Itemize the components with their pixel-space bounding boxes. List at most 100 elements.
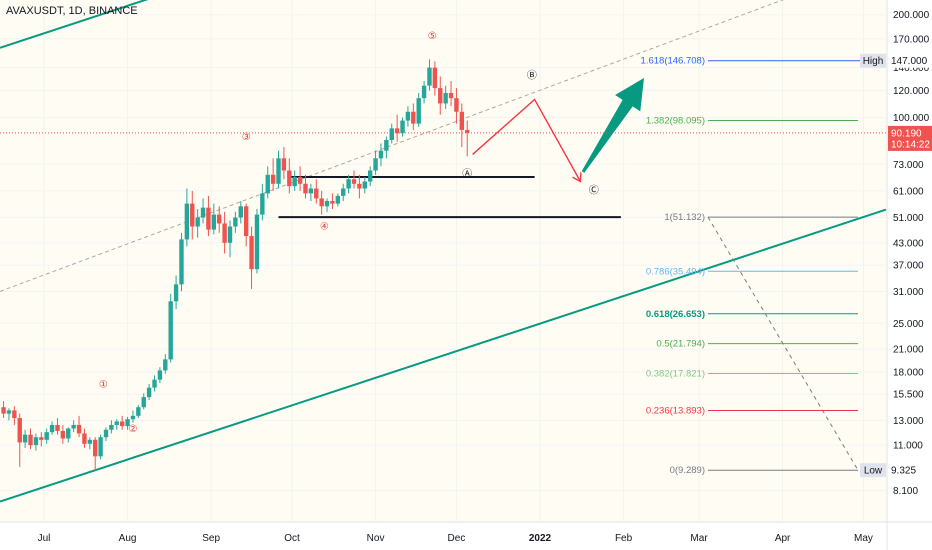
candle [114, 419, 119, 430]
candle [394, 114, 400, 142]
wave-labels: ① ② ③ ④ ⑤ Ⓐ Ⓑ Ⓒ [99, 31, 599, 435]
candle-body [190, 203, 195, 227]
axis-tag: Low 9.325 [860, 463, 932, 478]
candle [227, 220, 233, 258]
candle [119, 415, 125, 430]
candle [411, 103, 416, 130]
y-tick-label: 13.000 [893, 416, 924, 427]
x-tick-label: Apr [775, 533, 791, 544]
candle-body [405, 111, 411, 121]
candle [17, 413, 22, 467]
y-tick-label: 18.000 [893, 368, 924, 379]
candle [60, 424, 66, 444]
candle-body [12, 410, 17, 419]
candle [71, 420, 76, 433]
candle-body [55, 424, 60, 431]
projection-path [472, 98, 581, 181]
candle-body [60, 430, 66, 439]
y-tick-label: 73.000 [893, 160, 924, 171]
candle-body [454, 98, 459, 112]
fibonacci-levels: 1.618(146.708) 1.382(98.095) 1(51.132) 0.78… [0, 56, 887, 476]
candle [367, 166, 373, 187]
candle-body [270, 174, 276, 184]
candle-body [373, 158, 378, 171]
wave-label: ② [128, 424, 137, 435]
candle-body [233, 217, 238, 227]
candle [465, 120, 470, 157]
candle-body [179, 239, 184, 285]
candle-body [260, 193, 265, 215]
candle [6, 408, 12, 421]
candle-body [71, 424, 76, 429]
candle [179, 232, 184, 292]
chart-title: AVAXUSDT, 1D, BINANCE [6, 5, 138, 17]
candle-body [119, 421, 125, 427]
candle-body [217, 214, 222, 224]
candle-body [125, 419, 130, 427]
candle [141, 393, 146, 410]
wave-label: Ⓑ [527, 70, 537, 82]
candle [416, 93, 421, 127]
price-tag-value: 90.190 [891, 128, 922, 139]
candle-body [152, 379, 157, 388]
candle-body [98, 437, 103, 457]
y-tick-label: 21.000 [893, 345, 924, 356]
candle [136, 405, 141, 419]
candle-body [76, 424, 82, 434]
candle [125, 416, 130, 430]
candle [173, 275, 179, 310]
candle-body [416, 98, 421, 124]
candle [265, 166, 270, 199]
candle-body [292, 177, 297, 187]
fib-level-label: 0.618(26.653) [646, 309, 705, 320]
x-tick-label: Dec [448, 533, 466, 544]
candle-body [427, 67, 432, 86]
tag-label-box [860, 53, 886, 68]
candle [308, 183, 314, 201]
fib-level-label: 0.5(21.794) [656, 339, 705, 350]
candle-body [184, 203, 190, 240]
candle [281, 147, 287, 180]
wave-label: ① [99, 380, 108, 391]
candle [260, 183, 265, 221]
candle [351, 170, 357, 189]
candle [249, 226, 254, 289]
wave-label: ⑤ [428, 31, 437, 42]
candle [330, 193, 335, 210]
candle [98, 434, 103, 460]
candle-body [206, 207, 211, 230]
fib-level-label: 0(9.289) [670, 465, 705, 476]
candle [222, 211, 227, 254]
candle-body [157, 370, 163, 380]
candle-body [136, 407, 141, 416]
candle-body [249, 236, 254, 270]
candle [82, 428, 87, 448]
price-tag-box [888, 125, 932, 151]
candle-body [211, 214, 217, 230]
candle [211, 203, 217, 235]
candle-body [432, 67, 438, 89]
y-tick-label: 100.000 [893, 113, 930, 124]
candle-body [238, 206, 243, 218]
candle [22, 429, 28, 448]
candle [1, 401, 6, 419]
time-axis: Jul Aug Sep Oct Nov Dec 2022 Feb Mar Apr May [38, 533, 873, 544]
candle-body [438, 88, 443, 104]
candle-body [276, 158, 281, 184]
candle-body [335, 195, 341, 204]
candle [303, 174, 308, 199]
candle-body [33, 437, 39, 446]
price-axis: 200.000 170.000 140.000 120.000 100.000 73.00… [860, 10, 932, 497]
candle [12, 406, 17, 425]
candle [421, 80, 427, 104]
candle [49, 421, 55, 435]
candle [238, 200, 243, 224]
candle [362, 177, 367, 194]
candle [438, 76, 443, 115]
candle-body [400, 120, 405, 134]
wave-label: Ⓐ [462, 168, 472, 180]
candle [400, 117, 405, 137]
candle-body [297, 177, 303, 184]
candle [335, 193, 341, 207]
candle [93, 437, 98, 471]
